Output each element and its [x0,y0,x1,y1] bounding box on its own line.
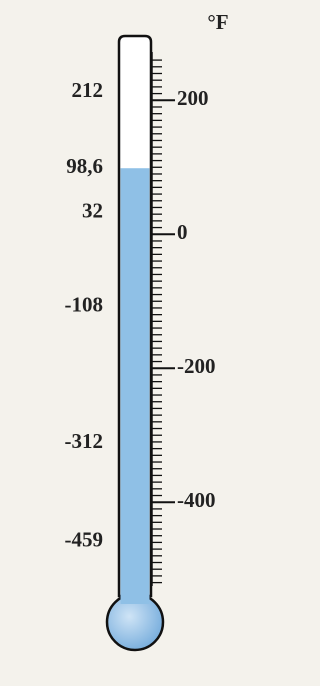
reference-label: -108 [65,292,104,316]
scale-label: 0 [177,220,188,244]
reference-label: -312 [65,429,104,453]
reference-label: 32 [82,199,103,223]
reference-label: 212 [72,78,104,102]
bulb-neck [121,590,150,604]
mercury-column [121,168,150,606]
reference-label: 98,6 [66,154,103,178]
scale-label: 200 [177,86,209,110]
scale-label: -400 [177,488,216,512]
reference-label: -459 [65,528,104,552]
thermometer-figure: °F 200 0 -200 -400 212 98,6 32 -108 -312 -459 [0,0,247,686]
unit-label: °F [207,10,228,34]
scale-label: -200 [177,354,216,378]
